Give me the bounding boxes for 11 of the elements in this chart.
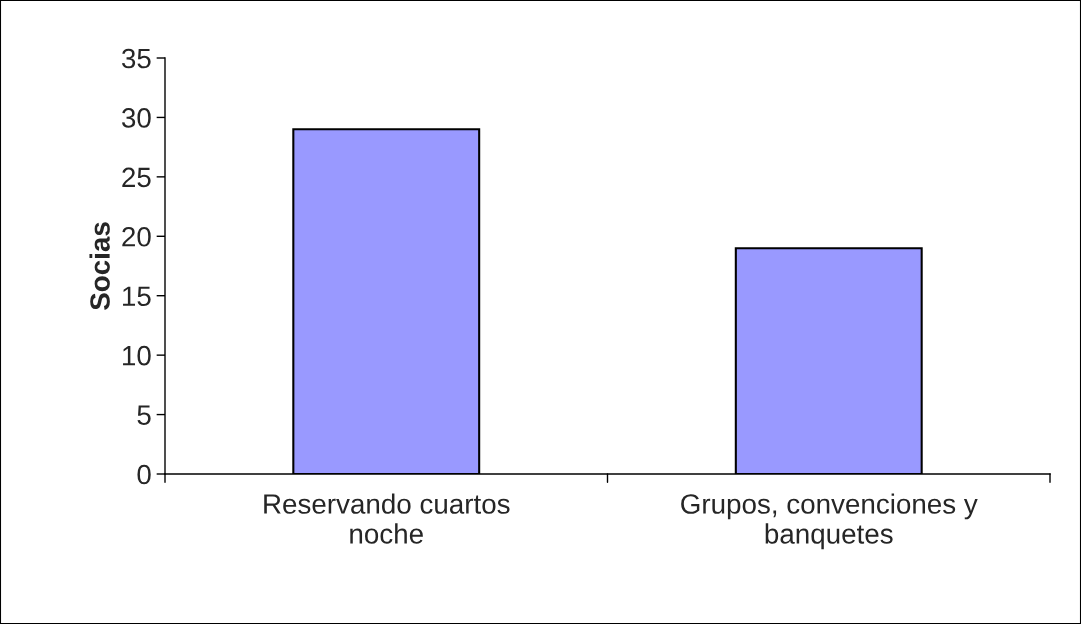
y-tick-label: 20 [122, 226, 151, 247]
y-tick-label: 10 [123, 345, 151, 366]
x-tick-label: Grupos, convenciones y banquetes [681, 493, 978, 550]
y-tick-label: 0 [137, 464, 151, 485]
y-tick-label: 35 [121, 48, 151, 69]
y-axis-title: Socias [89, 222, 110, 310]
y-tick-label: 5 [137, 405, 151, 425]
y-tick-label: 15 [123, 286, 151, 307]
y-tick-label: 25 [122, 167, 151, 188]
x-tick-label: Reservando cuartos noche [264, 493, 510, 544]
y-tick-label: 30 [121, 108, 151, 128]
